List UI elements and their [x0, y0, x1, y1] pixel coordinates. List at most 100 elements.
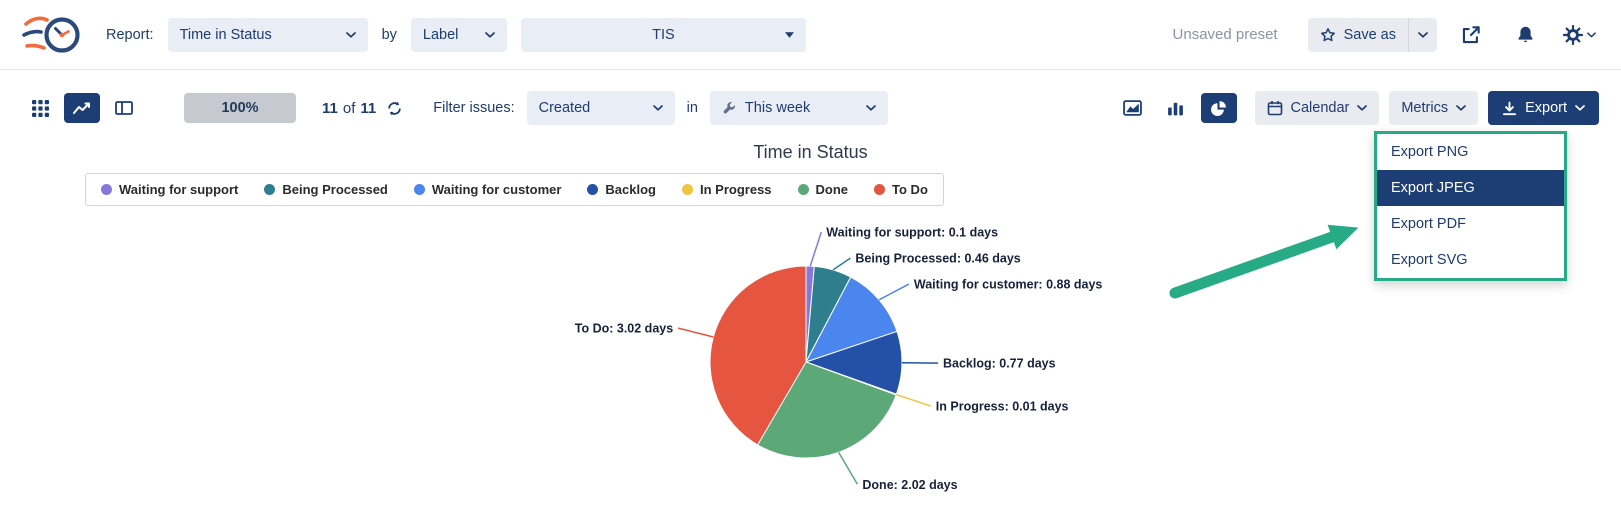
grid-view-icon [31, 99, 49, 117]
pie-chart-icon [1211, 100, 1226, 116]
chevron-down-icon [1575, 105, 1585, 111]
chart-view-button[interactable] [64, 93, 100, 123]
report-type-value: Time in Status [179, 26, 272, 43]
board-view-icon [115, 101, 133, 115]
chevron-down-icon [866, 105, 876, 111]
by-label: by [381, 26, 397, 43]
pie-label-connector [678, 327, 714, 338]
pie-label-backlog: Backlog: 0.77 days [943, 357, 1056, 371]
bar-chart-button[interactable] [1158, 93, 1194, 123]
pie-slice-to-do[interactable] [709, 265, 807, 446]
legend-label: To Do [892, 182, 928, 197]
area-chart-icon [1123, 100, 1142, 116]
share-button[interactable] [1451, 17, 1491, 53]
export-button[interactable]: Export [1488, 91, 1599, 125]
legend-swatch [587, 184, 599, 195]
pie-label-waiting-for-support: Waiting for support: 0.1 days [826, 226, 998, 240]
pie-label-waiting-for-customer: Waiting for customer: 0.88 days [914, 278, 1103, 292]
chart-type-switcher [1115, 93, 1237, 123]
legend-item-waiting-for-customer[interactable]: Waiting for customer [413, 182, 561, 197]
menu-item-export-svg[interactable]: Export SVG [1377, 242, 1564, 278]
export-menu: Export PNG Export JPEG Export PDF Export SV… [1374, 131, 1567, 281]
legend-swatch [797, 184, 809, 195]
triangle-down-icon [784, 31, 794, 38]
save-as-menu-button[interactable] [1408, 17, 1437, 52]
chart-title: Time in Status [753, 142, 868, 162]
legend-swatch [874, 184, 886, 195]
pie-label-done: Done: 2.02 days [862, 478, 957, 492]
calendar-button[interactable]: Calendar [1254, 91, 1380, 125]
pie-chart-svg: Waiting for support: 0.1 days Being Proce… [573, 224, 1104, 493]
report-label: Report: [106, 26, 154, 43]
save-as-split-button: Save as [1307, 17, 1437, 52]
legend-item-being-processed[interactable]: Being Processed [264, 182, 388, 197]
settings-button[interactable] [1559, 17, 1599, 53]
gear-icon [1562, 24, 1583, 45]
menu-item-export-png[interactable]: Export PNG [1377, 134, 1564, 170]
menu-item-export-jpeg[interactable]: Export JPEG [1377, 170, 1564, 206]
metrics-button[interactable]: Metrics [1389, 91, 1479, 125]
line-chart-view-icon [73, 102, 90, 114]
pie-label-connector [878, 283, 910, 301]
metrics-label: Metrics [1401, 100, 1449, 116]
zoom-level[interactable]: 100% [184, 93, 296, 123]
issue-count-shown: 11 [322, 99, 338, 117]
filter-range-value: This week [744, 100, 811, 116]
legend-label: Done [815, 182, 849, 197]
pie-label-being-processed: Being Processed: 0.46 days [855, 252, 1020, 266]
notifications-button[interactable] [1505, 17, 1545, 53]
issue-count-total: 11 [360, 99, 377, 117]
board-view-button[interactable] [106, 93, 142, 123]
toolbar-right: Calendar Metrics Export [1115, 91, 1599, 125]
bar-chart-icon [1168, 102, 1183, 116]
pie-label-connector [832, 257, 851, 271]
legend-swatch [101, 184, 112, 195]
filter-range-select[interactable]: This week [709, 91, 888, 125]
zoom-value: 100% [221, 100, 259, 116]
refresh-button[interactable] [386, 100, 403, 117]
report-type-select[interactable]: Time in Status [167, 17, 368, 52]
view-switcher [22, 93, 142, 123]
bell-icon [1517, 26, 1533, 43]
unsaved-preset-label: Unsaved preset [1172, 26, 1278, 43]
chart-legend: Waiting for support Being Processed Waitin… [85, 173, 944, 206]
save-as-label: Save as [1343, 26, 1396, 43]
legend-item-backlog[interactable]: Backlog [587, 182, 656, 197]
export-label: Export [1525, 100, 1567, 116]
scope-value: TIS [652, 26, 675, 43]
pie-label-in-progress: In Progress: 0.01 days [936, 400, 1069, 414]
issue-count: 11 of 11 [322, 100, 376, 117]
save-as-button[interactable]: Save as [1308, 18, 1408, 52]
legend-swatch [682, 184, 693, 195]
chart-section: Time in Status Waiting for support Being … [0, 142, 1621, 514]
group-by-select[interactable]: Label [410, 17, 507, 52]
area-chart-button[interactable] [1115, 93, 1151, 123]
wrench-icon [723, 102, 735, 114]
pie-label-connector [837, 451, 859, 485]
app-logo-icon[interactable] [22, 8, 84, 62]
menu-item-export-pdf[interactable]: Export PDF [1377, 206, 1564, 242]
legend-swatch [413, 184, 425, 195]
chevron-down-icon [1456, 105, 1466, 111]
grid-view-button[interactable] [22, 93, 58, 123]
filter-field-select[interactable]: Created [526, 91, 675, 125]
in-label: in [686, 100, 698, 116]
chevron-down-icon [345, 31, 356, 38]
legend-label: In Progress [700, 182, 772, 197]
legend-item-waiting-for-support[interactable]: Waiting for support [101, 182, 238, 197]
top-header: Report: Time in Status by Label TIS Unsa… [0, 0, 1621, 70]
legend-item-done[interactable]: Done [797, 182, 849, 197]
legend-label: Backlog [605, 182, 656, 197]
chevron-down-icon [1418, 31, 1428, 38]
scope-select[interactable]: TIS [520, 17, 806, 52]
pie-slice-waiting-for-customer[interactable] [804, 276, 898, 363]
pie-chart-button[interactable] [1200, 93, 1237, 123]
legend-item-to-do[interactable]: To Do [874, 182, 928, 197]
legend-item-in-progress[interactable]: In Progress [682, 182, 772, 197]
legend-label: Waiting for support [119, 182, 239, 197]
filter-issues-label: Filter issues: [433, 100, 515, 116]
legend-row: Waiting for support Being Processed Waitin… [0, 173, 1621, 206]
download-icon [1503, 101, 1517, 115]
share-icon [1462, 25, 1480, 43]
legend-label: Being Processed [282, 182, 388, 197]
